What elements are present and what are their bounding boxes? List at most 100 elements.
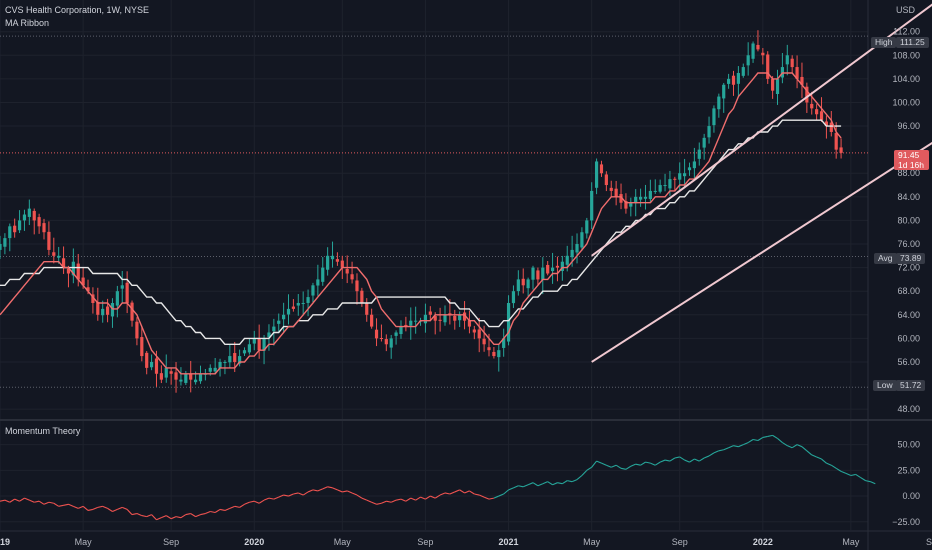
candle-body[interactable] <box>345 268 349 274</box>
candle-body[interactable] <box>140 337 144 357</box>
candle-body[interactable] <box>335 259 340 262</box>
candle-body[interactable] <box>819 111 824 121</box>
candle-body[interactable] <box>71 261 75 276</box>
momentum-legend[interactable]: Momentum Theory <box>5 426 81 436</box>
candle-body[interactable] <box>795 67 799 79</box>
candle-body[interactable] <box>472 329 476 333</box>
candle-body[interactable] <box>91 294 95 303</box>
candle-body[interactable] <box>286 308 291 315</box>
candle-body[interactable] <box>81 277 85 286</box>
candle-body[interactable] <box>678 173 682 180</box>
candle-body[interactable] <box>487 347 491 351</box>
candle-body[interactable] <box>766 54 770 79</box>
candle-body[interactable] <box>223 361 227 363</box>
channel-lower-line[interactable] <box>591 79 932 363</box>
candle-body[interactable] <box>272 326 276 332</box>
candle-body[interactable] <box>267 332 271 338</box>
candlestick-series[interactable] <box>0 30 843 393</box>
candle-body[interactable] <box>521 278 525 286</box>
candle-body[interactable] <box>238 356 242 364</box>
candle-body[interactable] <box>277 320 281 324</box>
candle-body[interactable] <box>360 290 364 303</box>
candle-body[interactable] <box>301 302 305 304</box>
candle-body[interactable] <box>526 279 530 289</box>
candle-body[interactable] <box>145 352 149 368</box>
candle-body[interactable] <box>673 178 677 180</box>
candle-body[interactable] <box>839 147 843 153</box>
candle-body[interactable] <box>379 338 384 340</box>
candle-body[interactable] <box>105 306 110 315</box>
candle-body[interactable] <box>614 188 618 197</box>
candle-body[interactable] <box>707 126 711 138</box>
chart-title[interactable]: CVS Health Corporation, 1W, NYSE <box>5 5 150 15</box>
candle-body[interactable] <box>771 79 775 91</box>
candle-body[interactable] <box>101 308 105 316</box>
momentum-axis[interactable]: 50.00 25.00 0.00 −25.00 <box>892 440 920 527</box>
candle-body[interactable] <box>198 373 203 382</box>
candle-body[interactable] <box>374 329 379 339</box>
candle-body[interactable] <box>638 196 643 200</box>
candle-body[interactable] <box>775 78 780 95</box>
candle-body[interactable] <box>404 324 408 327</box>
candle-body[interactable] <box>125 282 129 303</box>
candle-body[interactable] <box>394 332 398 336</box>
candle-body[interactable] <box>658 185 662 192</box>
candle-body[interactable] <box>194 379 198 383</box>
candle-body[interactable] <box>438 319 442 321</box>
candle-body[interactable] <box>135 321 139 339</box>
candle-body[interactable] <box>282 314 286 320</box>
candle-body[interactable] <box>575 244 579 253</box>
candle-body[interactable] <box>13 225 17 233</box>
candle-body[interactable] <box>653 190 657 192</box>
candle-body[interactable] <box>727 78 731 84</box>
candle-body[interactable] <box>467 320 472 327</box>
candle-body[interactable] <box>829 122 833 132</box>
candle-body[interactable] <box>149 361 154 368</box>
candle-body[interactable] <box>257 338 261 351</box>
candle-body[interactable] <box>159 373 163 380</box>
price-axis[interactable]: 112.00 108.00 104.00 100.00 96.00 88.00 84.00 8… <box>892 27 920 414</box>
candle-body[interactable] <box>52 252 56 256</box>
candle-body[interactable] <box>296 302 300 306</box>
candle-body[interactable] <box>546 264 550 274</box>
candle-body[interactable] <box>565 255 569 265</box>
candle-body[interactable] <box>120 285 124 289</box>
candle-body[interactable] <box>585 220 589 234</box>
candle-body[interactable] <box>570 249 574 258</box>
candle-body[interactable] <box>409 320 413 326</box>
indicator-legend[interactable]: MA Ribbon <box>5 18 50 28</box>
candle-body[interactable] <box>96 301 100 315</box>
candle-body[interactable] <box>761 52 765 56</box>
candle-body[interactable] <box>384 339 388 345</box>
candle-body[interactable] <box>722 84 726 99</box>
candle-body[interactable] <box>242 350 247 354</box>
candle-body[interactable] <box>154 358 159 374</box>
candle-body[interactable] <box>477 329 481 339</box>
candle-body[interactable] <box>316 279 320 286</box>
candle-body[interactable] <box>590 190 594 221</box>
candle-body[interactable] <box>780 67 784 78</box>
candle-body[interactable] <box>184 373 188 383</box>
time-axis[interactable]: 2019 May Sep 2020 May Sep 2021 May Sep 2022 May Sep… <box>0 537 932 547</box>
candle-body[interactable] <box>580 232 584 248</box>
candle-body[interactable] <box>541 267 545 280</box>
candle-body[interactable] <box>648 190 652 199</box>
candle-body[interactable] <box>252 338 256 344</box>
candle-body[interactable] <box>164 367 168 378</box>
candle-body[interactable] <box>213 367 217 372</box>
candle-body[interactable] <box>22 214 27 221</box>
candle-body[interactable] <box>810 103 814 109</box>
candle-body[interactable] <box>511 291 516 304</box>
candle-body[interactable] <box>702 137 706 148</box>
candle-body[interactable] <box>692 161 696 169</box>
candle-body[interactable] <box>47 231 51 250</box>
candle-body[interactable] <box>389 338 393 348</box>
candle-body[interactable] <box>663 185 667 187</box>
candle-body[interactable] <box>76 263 80 280</box>
candle-body[interactable] <box>189 373 193 380</box>
candle-body[interactable] <box>594 161 599 188</box>
candle-body[interactable] <box>736 72 740 84</box>
candle-body[interactable] <box>86 287 90 292</box>
candle-body[interactable] <box>423 314 428 324</box>
